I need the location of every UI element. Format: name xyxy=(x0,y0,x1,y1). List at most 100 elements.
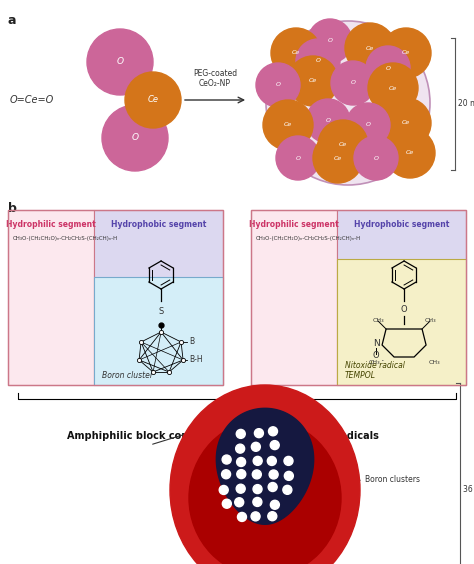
Circle shape xyxy=(270,500,279,509)
Text: O: O xyxy=(365,122,371,127)
Circle shape xyxy=(381,98,431,148)
Circle shape xyxy=(219,486,228,495)
Circle shape xyxy=(381,28,431,78)
Circle shape xyxy=(331,61,375,105)
Text: CH₃: CH₃ xyxy=(428,360,440,365)
Circle shape xyxy=(222,499,231,508)
Circle shape xyxy=(266,21,430,185)
Ellipse shape xyxy=(189,419,341,564)
Circle shape xyxy=(284,456,293,465)
Text: CH₃: CH₃ xyxy=(424,319,436,324)
Circle shape xyxy=(308,19,352,63)
Text: Ce: Ce xyxy=(334,156,342,161)
Circle shape xyxy=(346,103,390,147)
Text: Amphiphilic block copolymers: Amphiphilic block copolymers xyxy=(67,431,233,441)
Text: Hydrophilic segment: Hydrophilic segment xyxy=(6,220,96,229)
Text: CH₃: CH₃ xyxy=(368,360,380,365)
Circle shape xyxy=(318,120,368,170)
Text: a: a xyxy=(8,14,17,27)
Text: O: O xyxy=(275,82,281,87)
Text: Hydrophobic segment: Hydrophobic segment xyxy=(354,220,449,229)
Text: Boron cluster: Boron cluster xyxy=(102,371,153,380)
Circle shape xyxy=(268,483,277,491)
Text: O: O xyxy=(328,38,332,43)
Circle shape xyxy=(276,136,320,180)
Circle shape xyxy=(251,442,260,451)
Text: Ce: Ce xyxy=(147,95,158,104)
Text: CH₃O-(CH₂CH₂O)ₙ-CH₂CH₂S-(CH₂CH)ₙ-H: CH₃O-(CH₂CH₂O)ₙ-CH₂CH₂S-(CH₂CH)ₙ-H xyxy=(13,236,118,241)
Text: Ce: Ce xyxy=(284,122,292,127)
Circle shape xyxy=(237,470,246,479)
Text: Nitoxide radical
TEMPOL: Nitoxide radical TEMPOL xyxy=(345,360,405,380)
Text: O: O xyxy=(316,59,320,64)
Circle shape xyxy=(263,100,313,150)
Text: Ce: Ce xyxy=(402,51,410,55)
Text: Hydrophilic segment: Hydrophilic segment xyxy=(249,220,339,229)
Text: B-H: B-H xyxy=(189,355,203,364)
Circle shape xyxy=(345,23,395,73)
Circle shape xyxy=(222,455,231,464)
Circle shape xyxy=(268,512,277,521)
Text: CH₃: CH₃ xyxy=(372,319,384,324)
Circle shape xyxy=(270,440,279,450)
Circle shape xyxy=(125,72,181,128)
FancyBboxPatch shape xyxy=(337,210,466,385)
Circle shape xyxy=(236,444,245,453)
Text: 36 nm: 36 nm xyxy=(463,486,474,495)
Circle shape xyxy=(288,56,338,106)
Text: Hydrophobic segment: Hydrophobic segment xyxy=(111,220,206,229)
Circle shape xyxy=(251,512,260,521)
Text: Ce: Ce xyxy=(292,51,300,55)
Circle shape xyxy=(237,457,246,466)
Circle shape xyxy=(296,39,340,83)
FancyBboxPatch shape xyxy=(337,259,466,385)
Text: N: N xyxy=(373,338,380,347)
Text: O: O xyxy=(401,305,407,314)
Circle shape xyxy=(221,470,230,479)
Circle shape xyxy=(368,63,418,113)
Circle shape xyxy=(236,484,245,493)
Circle shape xyxy=(256,63,300,107)
FancyBboxPatch shape xyxy=(94,210,223,385)
Text: O: O xyxy=(385,65,391,70)
Circle shape xyxy=(236,429,245,438)
Text: b: b xyxy=(8,202,17,215)
Circle shape xyxy=(268,427,277,436)
Text: 20 nm: 20 nm xyxy=(458,99,474,108)
Circle shape xyxy=(354,136,398,180)
Circle shape xyxy=(253,484,262,494)
Circle shape xyxy=(306,99,350,143)
Circle shape xyxy=(253,497,262,506)
Circle shape xyxy=(267,456,276,465)
Text: Ce: Ce xyxy=(389,86,397,90)
Text: PEG-coated
CeO₂-NP: PEG-coated CeO₂-NP xyxy=(193,69,237,88)
Ellipse shape xyxy=(170,385,360,564)
Circle shape xyxy=(237,513,246,522)
Text: O: O xyxy=(117,58,124,67)
FancyBboxPatch shape xyxy=(251,210,337,385)
Text: O: O xyxy=(374,156,378,161)
Text: Nitroxide radicals: Nitroxide radicals xyxy=(281,431,379,441)
Text: CH₃O-(CH₂CH₂O)ₙ-CH₂CH₂S-(CH₂CH)ₙ-H: CH₃O-(CH₂CH₂O)ₙ-CH₂CH₂S-(CH₂CH)ₙ-H xyxy=(256,236,361,241)
Circle shape xyxy=(255,429,264,438)
Circle shape xyxy=(313,133,363,183)
Text: O: O xyxy=(373,350,379,359)
Circle shape xyxy=(385,128,435,178)
Text: O: O xyxy=(296,156,301,161)
Text: O: O xyxy=(131,134,138,143)
Text: Ce: Ce xyxy=(339,143,347,148)
Circle shape xyxy=(366,46,410,90)
FancyBboxPatch shape xyxy=(8,210,94,385)
Text: O: O xyxy=(326,118,330,124)
Circle shape xyxy=(87,29,153,95)
Circle shape xyxy=(252,470,261,479)
Circle shape xyxy=(283,486,292,494)
FancyBboxPatch shape xyxy=(94,276,223,385)
Text: S: S xyxy=(158,306,164,315)
Circle shape xyxy=(235,498,244,506)
Polygon shape xyxy=(216,408,314,525)
Circle shape xyxy=(271,28,321,78)
Circle shape xyxy=(102,105,168,171)
Text: Ce: Ce xyxy=(309,78,317,83)
Text: B: B xyxy=(189,337,194,346)
